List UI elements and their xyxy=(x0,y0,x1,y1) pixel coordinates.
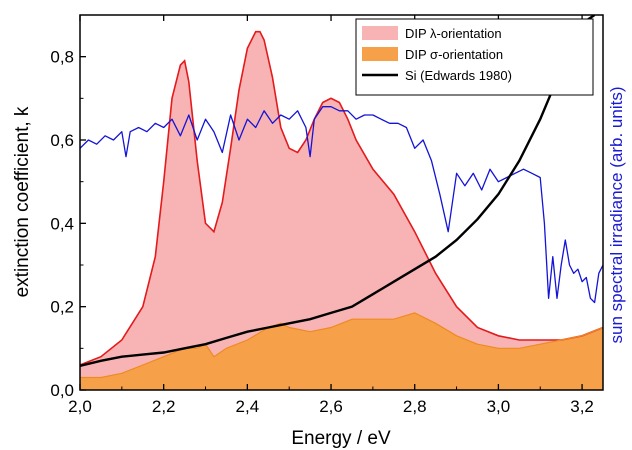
y-tick-label: 0,4 xyxy=(50,214,74,233)
x-tick-label: 3,0 xyxy=(487,397,511,416)
legend-swatch xyxy=(362,47,398,61)
x-axis-ticks: 2,0 2,2 2,4 2,6 2,8 3,0 3,2 xyxy=(68,15,594,416)
sigma-area xyxy=(80,312,603,390)
x-tick-label: 2,6 xyxy=(319,397,343,416)
lambda-area xyxy=(80,31,603,390)
legend-swatch xyxy=(362,26,398,40)
legend-label: Si (Edwards 1980) xyxy=(405,68,512,83)
lambda-line xyxy=(80,30,603,366)
y-axis-ticks: 0,0 0,2 0,4 0,6 0,8 xyxy=(50,14,86,400)
si-line xyxy=(80,15,596,367)
sun-irradiance-line xyxy=(80,106,603,304)
sigma-line xyxy=(80,312,603,379)
series-layer xyxy=(80,15,603,390)
legend-label: DIP σ-orientation xyxy=(405,47,503,62)
legend: DIP λ-orientation DIP σ-orientation Si (Ed… xyxy=(355,18,594,96)
right-axis-label: sun spectral irradiance (arb. units) xyxy=(607,86,626,343)
y-tick-label: 0,0 xyxy=(50,381,74,400)
plot-frame xyxy=(79,14,604,391)
y-tick-label: 0,6 xyxy=(50,131,74,150)
x-tick-label: 2,4 xyxy=(236,397,260,416)
legend-label: DIP λ-orientation xyxy=(405,26,502,41)
x-axis-label: Energy / eV xyxy=(291,428,391,449)
y-tick-label: 0,8 xyxy=(50,48,74,67)
x-tick-label: 2,8 xyxy=(403,397,427,416)
y-axis-label: extinction coefficient, k xyxy=(12,106,33,297)
x-tick-label: 2,2 xyxy=(152,397,176,416)
legend-items: DIP λ-orientation DIP σ-orientation Si (Ed… xyxy=(362,26,512,83)
x-tick-label: 3,2 xyxy=(570,397,594,416)
y-tick-label: 0,2 xyxy=(50,298,74,317)
x-tick-label: 2,0 xyxy=(68,397,92,416)
